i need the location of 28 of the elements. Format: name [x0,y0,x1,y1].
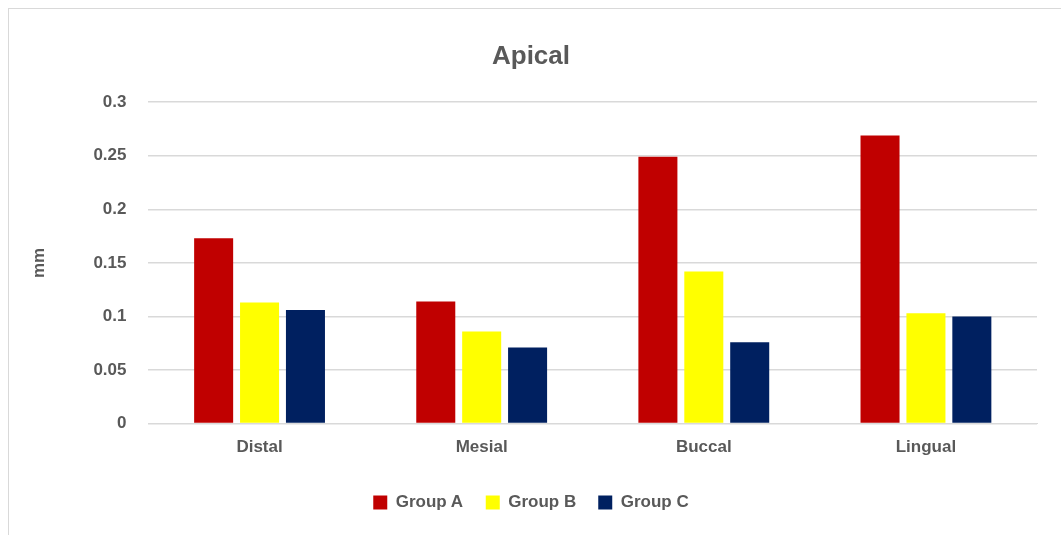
bar [508,347,548,423]
y-tick-label: 0.2 [102,199,127,219]
bar [906,313,946,423]
bar [194,238,234,423]
y-tick-label: 0 [117,413,127,433]
x-tick-label: Distal [236,437,283,457]
bar [240,302,280,423]
y-tick-label: 0.1 [102,306,127,326]
y-axis-title: mm [28,247,48,279]
bar [684,271,724,423]
y-tick-label: 0.25 [93,145,127,165]
bar [730,342,770,423]
x-tick-label: Buccal [675,437,732,457]
bar [860,135,900,423]
bar [638,156,678,423]
bar [285,310,325,423]
chart-title: Apical [491,39,571,70]
bar [416,301,456,423]
x-tick-label: Lingual [895,437,957,457]
y-tick-label: 0.05 [93,359,127,379]
y-tick-label: 0.15 [93,252,127,272]
legend-label: Group C [620,492,689,512]
x-tick-label: Mesial [455,437,508,457]
bar [462,331,502,423]
bar [952,316,992,423]
legend-label: Group B [508,492,577,512]
legend-label: Group A [395,492,464,512]
y-tick-label: 0.3 [102,91,127,111]
